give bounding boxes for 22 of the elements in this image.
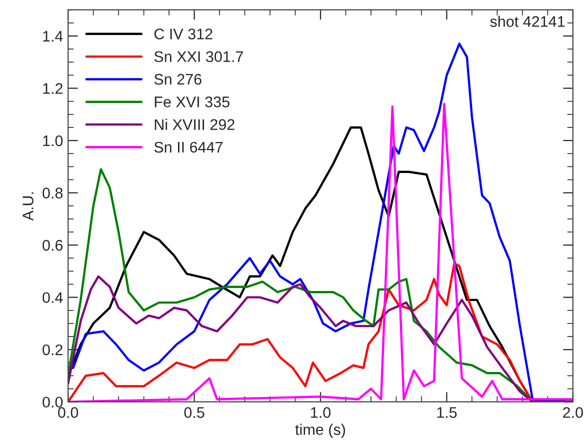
y-tick-label: 0.8 (42, 188, 63, 198)
x-axis-title: time (s) (295, 424, 346, 438)
x-tick-label: 1.0 (311, 407, 331, 418)
x-tick-label: 0.5 (184, 407, 204, 418)
annotation: shot 42141 (490, 16, 565, 27)
y-tick-label: 1.4 (43, 31, 63, 42)
legend-label: Sn XXI 301.7 (154, 51, 243, 62)
y-tick-label: 1.2 (43, 83, 62, 94)
legend-label: Sn 276 (154, 74, 202, 85)
legend-label: Ni XVIII 292 (154, 118, 234, 130)
y-tick-label: 1.0 (43, 135, 63, 146)
y-tick-label: 0.0 (42, 396, 63, 408)
legend-label: Fe XVI 335 (154, 96, 230, 108)
y-axis-title: A.U. (22, 192, 34, 221)
x-tick-label: 1.5 (437, 407, 457, 418)
y-tick-label: 0.2 (42, 344, 62, 356)
x-tick-label: 0.0 (58, 407, 78, 418)
legend-label: C IV 312 (154, 28, 212, 40)
y-tick-label: 0.6 (42, 240, 63, 251)
legend-label: Sn II 6447 (154, 142, 223, 153)
x-tick-label: 2.0 (563, 407, 583, 418)
y-tick-label: 0.4 (42, 292, 63, 304)
